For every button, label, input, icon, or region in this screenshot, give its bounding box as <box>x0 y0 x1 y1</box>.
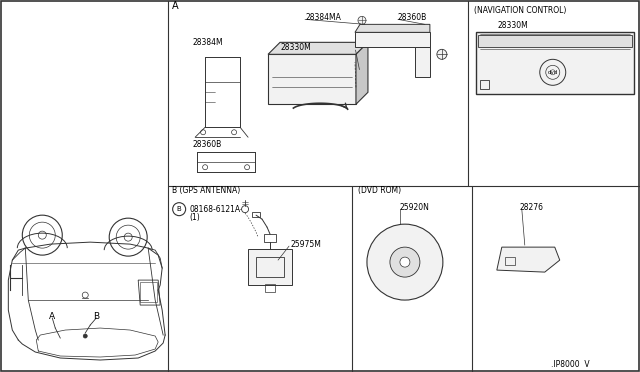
Text: (1): (1) <box>189 213 200 222</box>
Text: A: A <box>49 312 55 321</box>
Text: 08168-6121A: 08168-6121A <box>189 205 240 214</box>
Text: (DVD ROM): (DVD ROM) <box>358 186 401 195</box>
Bar <box>256 257 284 277</box>
Bar <box>252 212 260 217</box>
Bar <box>505 257 515 265</box>
Circle shape <box>358 16 366 24</box>
Polygon shape <box>355 32 430 47</box>
Text: 28330M: 28330M <box>498 21 529 30</box>
Text: 28384MA: 28384MA <box>305 13 341 22</box>
Circle shape <box>437 49 447 59</box>
Circle shape <box>83 334 87 338</box>
Bar <box>476 32 634 94</box>
Bar <box>140 282 157 302</box>
Polygon shape <box>355 24 430 32</box>
Text: .IP8000  V: .IP8000 V <box>551 359 589 369</box>
Circle shape <box>173 203 186 216</box>
Circle shape <box>400 257 410 267</box>
Text: 28384M: 28384M <box>192 38 223 47</box>
Bar <box>248 249 292 285</box>
Text: A: A <box>172 1 179 12</box>
Polygon shape <box>497 247 560 272</box>
Polygon shape <box>415 47 430 77</box>
Bar <box>478 35 632 47</box>
Text: 28360B: 28360B <box>398 13 427 22</box>
Bar <box>268 54 356 104</box>
Text: 25920N: 25920N <box>400 203 430 212</box>
Bar <box>265 284 275 292</box>
Bar <box>480 80 489 89</box>
Bar <box>264 234 276 242</box>
Text: 28276: 28276 <box>520 203 544 212</box>
Text: 28330M: 28330M <box>280 43 311 52</box>
Circle shape <box>390 247 420 277</box>
Circle shape <box>83 292 88 298</box>
Polygon shape <box>268 42 368 54</box>
Circle shape <box>367 224 443 300</box>
Circle shape <box>550 70 556 75</box>
Text: dvd: dvd <box>548 70 558 75</box>
Text: 28360B: 28360B <box>192 140 221 149</box>
Polygon shape <box>356 42 368 104</box>
Circle shape <box>241 206 248 213</box>
Text: 25975M: 25975M <box>290 240 321 248</box>
Text: B: B <box>93 312 99 321</box>
Text: (NAVIGATION CONTROL): (NAVIGATION CONTROL) <box>474 6 566 15</box>
Text: B: B <box>177 206 182 212</box>
Text: B (GPS ANTENNA): B (GPS ANTENNA) <box>172 186 241 195</box>
